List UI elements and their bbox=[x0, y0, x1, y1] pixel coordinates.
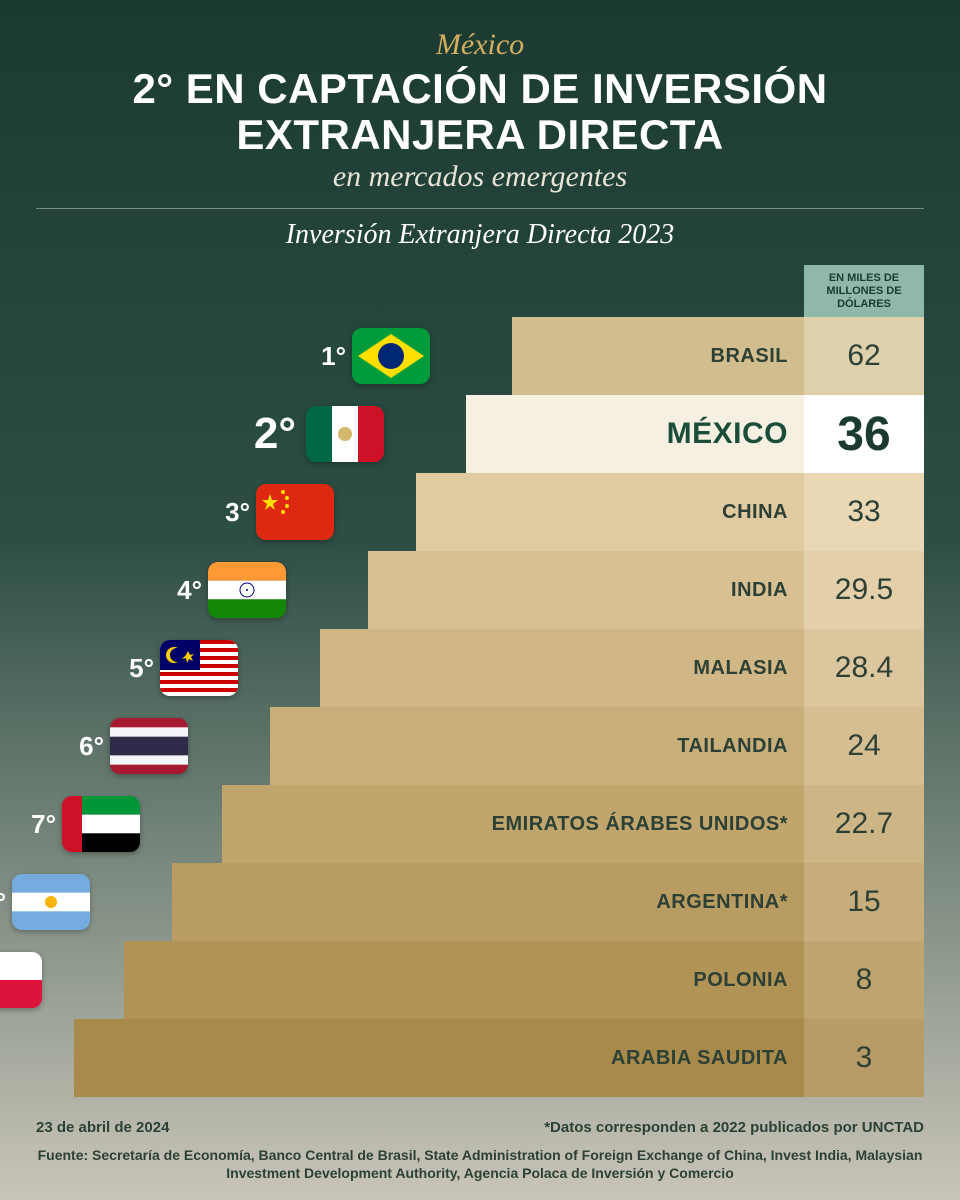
divider bbox=[36, 208, 924, 209]
footer-date: 23 de abril de 2024 bbox=[36, 1119, 169, 1136]
chart-rows: 1° BRASIL 62 2° MÉXICO 36 3° CHINA 33 4° INDIA 29.5… bbox=[36, 317, 924, 1097]
rank-label: 1° bbox=[286, 341, 346, 372]
chart-row: 5° MALASIA 28.4 bbox=[36, 629, 924, 707]
flag-icon bbox=[0, 952, 42, 1008]
country-name: BRASIL bbox=[711, 345, 788, 368]
chart-row: 10°ARABIA SAUDITAلا إله إلا الله3 bbox=[36, 1019, 924, 1097]
country-bar: ARABIA SAUDITA bbox=[74, 1019, 804, 1097]
footer: 23 de abril de 2024 *Datos corresponden … bbox=[36, 1119, 924, 1182]
country-bar: MALASIA bbox=[320, 629, 804, 707]
footer-source: Fuente: Secretaría de Economía, Banco Ce… bbox=[36, 1146, 924, 1182]
country-name: CHINA bbox=[722, 501, 788, 524]
country-name: ARGENTINA* bbox=[656, 891, 788, 914]
chart-title: Inversión Extranjera Directa 2023 bbox=[0, 219, 960, 251]
country-bar: BRASIL bbox=[512, 317, 804, 395]
country-name: ARABIA SAUDITA bbox=[611, 1047, 788, 1070]
value-column-header: EN MILES DE MILLONES DE DÓLARES bbox=[804, 265, 924, 317]
country-name: MALASIA bbox=[693, 657, 788, 680]
flag-icon bbox=[256, 484, 334, 540]
flag-icon bbox=[306, 406, 384, 462]
header-mexico-label: México bbox=[40, 28, 920, 62]
chart-area: EN MILES DE MILLONES DE DÓLARES 1° BRASIL… bbox=[36, 265, 924, 1105]
chart-row: 7°EMIRATOS ÁRABES UNIDOS*22.7 bbox=[36, 785, 924, 863]
country-bar: INDIA bbox=[368, 551, 804, 629]
chart-row: 3° CHINA 33 bbox=[36, 473, 924, 551]
value-cell: 33 bbox=[804, 473, 924, 551]
value-cell: 36 bbox=[804, 395, 924, 473]
flag-icon bbox=[110, 718, 188, 774]
chart-row: 9°POLONIA8 bbox=[36, 941, 924, 1019]
value-cell: 24 bbox=[804, 707, 924, 785]
flag-icon bbox=[160, 640, 238, 696]
flag-icon bbox=[12, 874, 90, 930]
main-title: 2° EN CAPTACIÓN DE INVERSIÓN EXTRANJERA … bbox=[40, 66, 920, 158]
value-cell: 22.7 bbox=[804, 785, 924, 863]
rank-label: 7° bbox=[0, 809, 56, 840]
rank-label: 3° bbox=[190, 497, 250, 528]
country-name: TAILANDIA bbox=[677, 735, 788, 758]
rank-label: 2° bbox=[216, 409, 296, 459]
country-bar: CHINA bbox=[416, 473, 804, 551]
value-cell: 28.4 bbox=[804, 629, 924, 707]
rank-label: 8° bbox=[0, 887, 6, 918]
value-cell: 15 bbox=[804, 863, 924, 941]
value-cell: 29.5 bbox=[804, 551, 924, 629]
rank-label: 5° bbox=[94, 653, 154, 684]
chart-row: 6° TAILANDIA 24 bbox=[36, 707, 924, 785]
sub-title: en mercados emergentes bbox=[40, 160, 920, 194]
country-name: INDIA bbox=[731, 579, 788, 602]
value-cell: 62 bbox=[804, 317, 924, 395]
flag-icon bbox=[352, 328, 430, 384]
chart-row: 8°ARGENTINA*15 bbox=[36, 863, 924, 941]
flag-icon bbox=[62, 796, 140, 852]
chart-row: 1° BRASIL 62 bbox=[36, 317, 924, 395]
country-bar: TAILANDIA bbox=[270, 707, 804, 785]
flag-icon bbox=[208, 562, 286, 618]
country-bar: ARGENTINA* bbox=[172, 863, 804, 941]
chart-row: 4° INDIA 29.5 bbox=[36, 551, 924, 629]
country-name: EMIRATOS ÁRABES UNIDOS* bbox=[492, 813, 788, 836]
rank-label: 6° bbox=[44, 731, 104, 762]
chart-row: 2° MÉXICO 36 bbox=[36, 395, 924, 473]
country-bar: EMIRATOS ÁRABES UNIDOS* bbox=[222, 785, 804, 863]
value-cell: 3 bbox=[804, 1019, 924, 1097]
country-bar: MÉXICO bbox=[466, 395, 804, 473]
country-bar: POLONIA bbox=[124, 941, 804, 1019]
rank-label: 4° bbox=[142, 575, 202, 606]
value-cell: 8 bbox=[804, 941, 924, 1019]
header: México 2° EN CAPTACIÓN DE INVERSIÓN EXTR… bbox=[0, 0, 960, 194]
country-name: MÉXICO bbox=[667, 417, 788, 451]
country-name: POLONIA bbox=[693, 969, 788, 992]
